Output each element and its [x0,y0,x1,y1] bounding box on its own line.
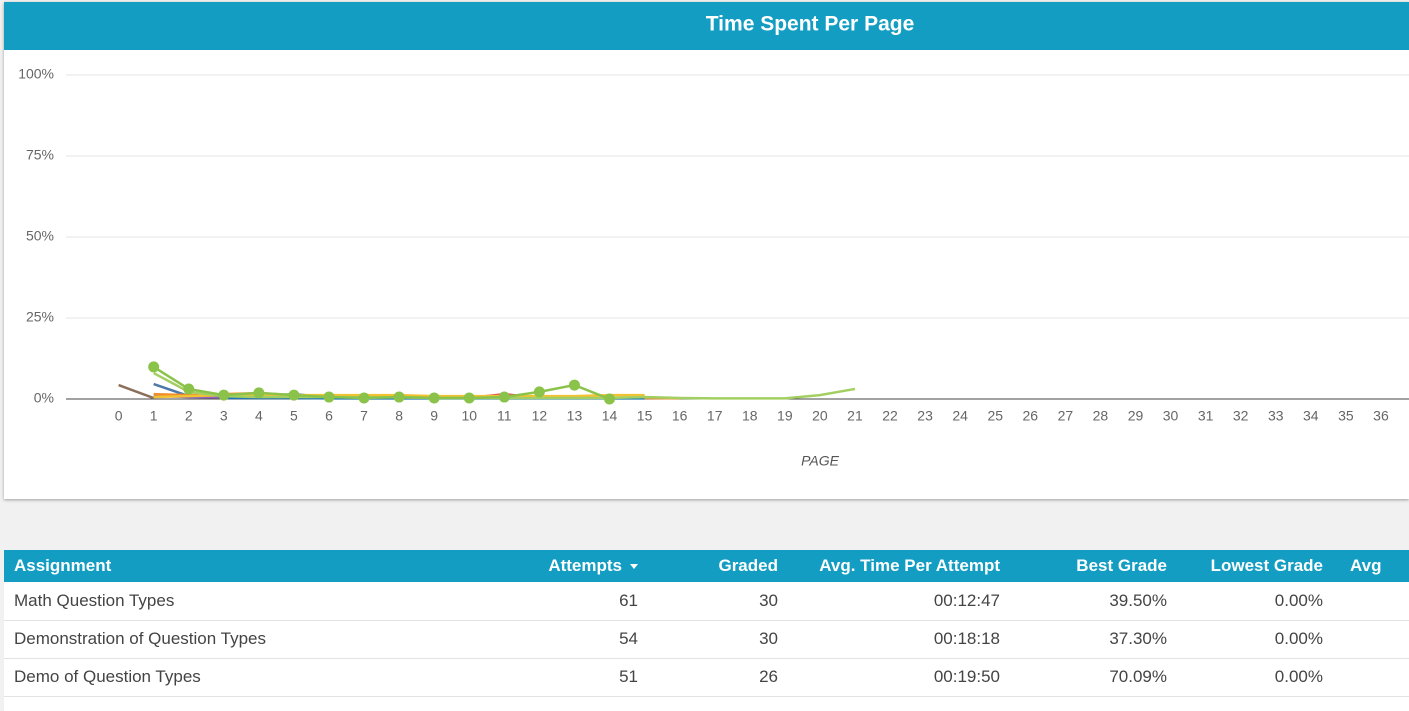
table-cell: 0.00% [1274,591,1323,610]
column-header: Lowest Grade [1210,556,1323,575]
data-point [533,386,545,398]
x-tick-label: 32 [1233,408,1249,424]
x-tick-label: 31 [1198,408,1214,424]
x-tick-label: 10 [461,408,477,424]
x-axis-label: PAGE [801,453,840,469]
x-tick-label: 29 [1128,408,1144,424]
table-row: Demonstration of Question Types 54 30 00:18… [4,620,1409,659]
x-tick-label: 20 [812,408,828,424]
table-cell: Demo of Question Types [14,667,201,686]
data-point [604,393,616,405]
data-point [218,389,230,401]
column-header[interactable]: Attempts [504,550,638,582]
x-tick-label: 17 [707,408,723,424]
y-tick-label: 0% [34,390,54,406]
x-tick-label: 18 [742,408,758,424]
x-tick-label: 21 [847,408,863,424]
table-cell: 00:19:50 [933,667,1000,686]
x-tick-label: 6 [325,408,333,424]
column-header: Avg. Time Per Attempt [819,556,1000,575]
series-line [118,383,155,400]
x-tick-label: 0 [115,408,123,424]
table-cell: 0.00% [1274,629,1323,648]
table-cell: 37.30% [1109,629,1167,648]
x-tick-label: 5 [290,408,298,424]
data-point [568,379,580,391]
x-tick-label: 11 [497,408,512,424]
table-cell: 54 [619,629,638,648]
table-row: Demo of Question Types 51 26 00:19:50 70.09%… [4,658,1409,697]
x-tick-label: 36 [1373,408,1389,424]
x-tick-label: 30 [1163,408,1179,424]
x-tick-label: 4 [255,408,263,424]
table-cell: 30 [759,629,778,648]
x-tick-label: 28 [1093,408,1109,424]
x-tick-label: 12 [532,408,548,424]
column-header: Assignment [14,556,112,575]
data-point [183,383,195,395]
data-point [393,391,405,403]
table-cell: 26 [759,667,778,686]
x-tick-label: 3 [220,408,228,424]
x-tick-label: 1 [150,408,158,424]
x-tick-label: 14 [602,408,618,424]
table-cell: 61 [619,591,638,610]
y-tick-label: 75% [26,147,54,163]
column-header: Avg [1350,556,1382,575]
column-header: Graded [718,556,778,575]
data-point [498,391,510,403]
y-tick-label: 25% [26,309,54,325]
data-point [148,361,160,373]
column-header: Best Grade [1076,556,1167,575]
table-cell: 70.09% [1109,667,1167,686]
x-tick-label: 2 [185,408,193,424]
table-cell: Math Question Types [14,591,175,610]
data-point [463,392,475,404]
chart-header [4,2,1409,50]
x-tick-label: 34 [1303,408,1319,424]
table-cell: 00:18:18 [933,629,1000,648]
sort-arrow [630,563,638,569]
table-cell: 30 [759,591,778,610]
x-tick-label: 25 [987,408,1003,424]
x-tick-label: 16 [672,408,688,424]
x-tick-label: 23 [917,408,933,424]
table-cell: 00:12:47 [933,591,1000,610]
y-tick-label: 100% [18,66,54,82]
data-point [323,391,335,403]
x-tick-label: 33 [1268,408,1284,424]
table-cell: 0.00% [1274,667,1323,686]
x-tick-label: 35 [1338,408,1354,424]
x-tick-label: 13 [567,408,583,424]
x-tick-label: 9 [430,408,438,424]
x-tick-label: 27 [1058,408,1074,424]
x-tick-label: 8 [395,408,403,424]
chart-card: Time Spent Per Page PAGE 0% 25% 50% 75% 100%… [4,2,1409,499]
data-point [428,392,440,404]
y-tick-label: 50% [26,228,54,244]
table-cell: Demonstration of Question Types [14,629,266,648]
data-point [358,392,370,404]
table-row: Math Question Types 61 30 00:12:47 39.50% 0.0… [4,582,1409,621]
x-tick-label: 7 [360,408,368,424]
chart-title: Time Spent Per Page [706,13,915,36]
data-point [253,387,265,399]
series-line [152,365,610,401]
table-cell: 39.50% [1109,591,1167,610]
assignment-table: Assignment Attempts Graded Avg. Time Per At… [4,550,1409,711]
data-point [288,389,300,401]
chart: Time Spent Per Page PAGE 0% 25% 50% 75% 100%… [4,2,1409,469]
x-tick-label: 24 [952,408,968,424]
table-cell: 51 [619,667,638,686]
x-tick-label: 15 [637,408,653,424]
x-tick-label: 22 [882,408,898,424]
x-tick-label: 19 [777,408,793,424]
table-header: Assignment Attempts Graded Avg. Time Per At… [4,550,1409,582]
x-tick-label: 26 [1023,408,1039,424]
